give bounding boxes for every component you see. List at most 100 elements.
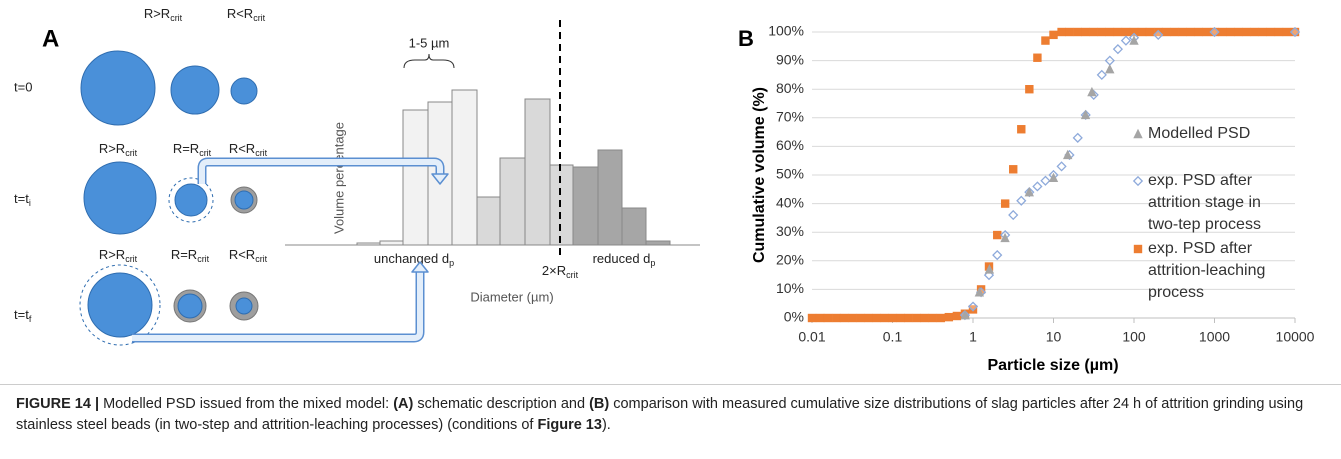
panel-label: A — [42, 25, 59, 52]
data-point — [1081, 27, 1090, 37]
data-point — [1000, 232, 1010, 243]
data-point — [960, 309, 970, 320]
data-point — [880, 313, 889, 323]
data-point — [872, 313, 881, 323]
data-point — [848, 313, 857, 323]
data-point — [968, 305, 978, 314]
circle-label: R>Rcrit — [99, 141, 138, 158]
data-point — [1041, 36, 1050, 45]
data-point — [1105, 27, 1115, 37]
figure: A t=0 t=ti t=tf R>Rcrit R<Rcrit R>Rcrit … — [14, 6, 1315, 374]
data-point — [856, 313, 865, 323]
y-tick-label: 100% — [768, 23, 804, 39]
caption-label: FIGURE 14 | — [16, 396, 100, 412]
x-tick-label: 10000 — [1276, 329, 1315, 345]
data-point — [1226, 27, 1235, 37]
data-point — [839, 313, 849, 323]
data-point — [1025, 85, 1034, 94]
data-point — [936, 313, 945, 323]
y-tick-label: 50% — [776, 166, 804, 182]
data-point — [1048, 172, 1059, 183]
data-point — [1065, 27, 1074, 37]
data-point — [1112, 44, 1124, 55]
series — [960, 35, 1139, 320]
data-point — [1266, 27, 1276, 37]
x-tick-label: 0.1 — [883, 329, 903, 345]
caption-text: ). — [601, 417, 611, 433]
y-tick-label: 10% — [776, 280, 804, 296]
data-point — [1033, 53, 1042, 62]
x-axis-label: Particle size (µm) — [987, 357, 1118, 374]
y-tick-label: 70% — [776, 109, 804, 125]
data-point — [1121, 27, 1131, 37]
data-point — [1290, 27, 1300, 37]
y-axis-label: Cumulative volume (%) — [751, 87, 768, 263]
data-point — [1104, 55, 1115, 66]
data-point — [1057, 27, 1066, 37]
data-point — [1209, 26, 1220, 38]
caption-ref: Figure 13 — [537, 417, 602, 433]
row-label: t=tf — [14, 307, 32, 324]
plot-area: 0% 10% 20% 30% 40% 50% 60% 70% 80% 90% 100% 0.01 0.1… — [768, 23, 1314, 345]
data-point — [1289, 26, 1301, 38]
data-point — [1170, 27, 1179, 37]
data-point — [1282, 27, 1292, 37]
data-point — [1145, 27, 1155, 37]
caption-ref: (B) — [589, 396, 610, 412]
data-point — [912, 313, 921, 323]
data-point — [1049, 30, 1058, 40]
caption-text: comparison with measured cumulative size… — [16, 396, 1304, 433]
circle-label: R=Rcrit — [171, 247, 210, 264]
data-point — [967, 301, 979, 312]
y-tick-label: 40% — [776, 194, 804, 210]
data-point — [1105, 63, 1115, 74]
data-point — [1178, 27, 1187, 37]
circle-label: R<Rcrit — [229, 141, 268, 158]
data-point — [974, 287, 985, 297]
range-label: 1-5 µm — [409, 35, 450, 50]
data-point — [1040, 175, 1051, 186]
separator — [0, 384, 1341, 385]
data-point — [1017, 125, 1026, 134]
region-label: unchanged dp — [374, 251, 454, 268]
y-tick-label: 20% — [776, 252, 804, 268]
data-point — [983, 269, 995, 281]
y-axis-label: Volume percentage — [331, 122, 346, 234]
x-tick-label: 0.01 — [798, 329, 825, 345]
data-point — [1080, 109, 1091, 120]
data-point — [1087, 86, 1097, 97]
data-point — [1194, 27, 1203, 37]
circle-label: R<Rcrit — [229, 247, 268, 264]
row-label: t=0 — [14, 79, 32, 94]
data-point — [1258, 27, 1267, 37]
data-point — [952, 311, 962, 321]
caption-text: schematic description and — [417, 396, 586, 412]
divider-label: 2×Rcrit — [542, 263, 579, 280]
data-point — [944, 312, 954, 322]
data-point — [1009, 165, 1018, 174]
data-point — [1120, 35, 1132, 46]
data-point — [920, 313, 929, 323]
data-point — [815, 313, 825, 323]
data-point — [1186, 27, 1195, 37]
data-point — [864, 313, 873, 323]
data-point — [993, 230, 1002, 240]
data-point — [1032, 181, 1043, 192]
data-point — [1129, 27, 1139, 37]
data-point — [1129, 35, 1139, 45]
data-point — [807, 313, 817, 323]
data-point — [832, 313, 841, 323]
data-point — [1218, 27, 1227, 37]
data-point — [1000, 199, 1010, 208]
data-point — [888, 313, 897, 323]
data-point — [1234, 27, 1243, 37]
x-tick-label: 10 — [1046, 329, 1062, 345]
data-point — [1008, 209, 1019, 221]
data-point — [1016, 195, 1027, 206]
series — [959, 26, 1301, 321]
data-point — [1097, 27, 1106, 37]
data-point — [1137, 27, 1147, 37]
x-tick-label: 100 — [1122, 329, 1146, 345]
x-axis-label: Diameter (µm) — [470, 289, 553, 304]
data-point — [1250, 27, 1259, 37]
